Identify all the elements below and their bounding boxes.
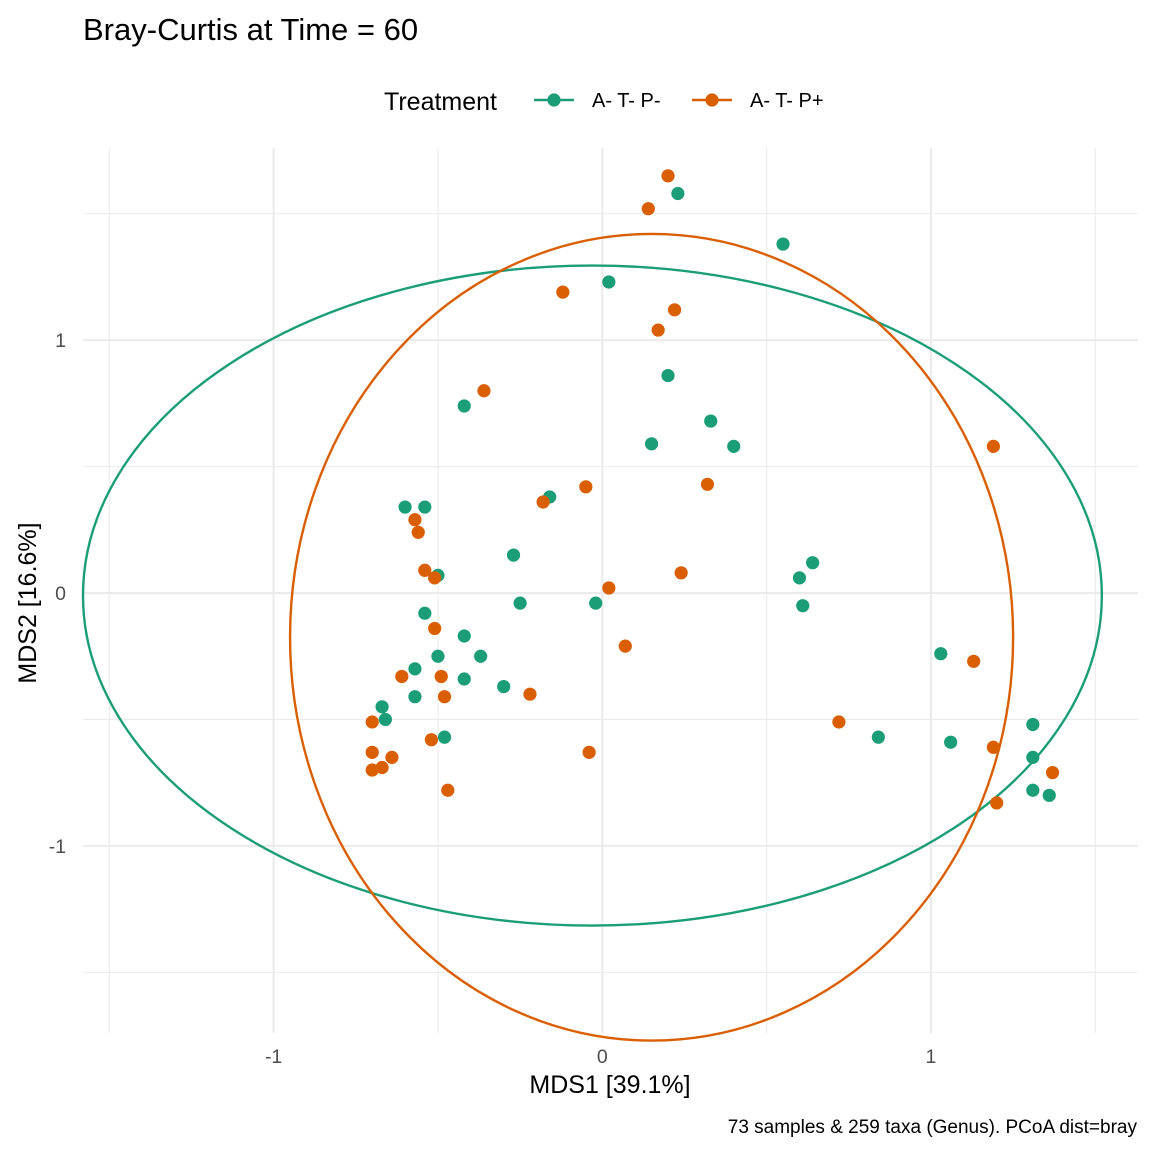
y-tick-label-0: -1 (49, 836, 66, 858)
y-tick-label-2: 1 (55, 330, 66, 352)
legend-keys: A- T- P- A- T- P+ (534, 90, 824, 112)
point-series-1-32 (986, 740, 1000, 754)
point-series-0-32 (1026, 717, 1040, 732)
ellipse-series-0 (81, 264, 1104, 927)
point-series-0-0 (671, 186, 685, 201)
point-series-1-31 (986, 439, 1000, 453)
point-series-1-20 (523, 687, 537, 701)
point-series-1-0 (661, 169, 675, 183)
x-axis-title: MDS1 [39.1%] (529, 1071, 690, 1099)
point-series-1-14 (674, 566, 688, 580)
point-series-0-9 (398, 500, 412, 514)
axis-ticks: -1 0 1 -1 0 1 (49, 330, 937, 1068)
point-series-1-4 (651, 323, 665, 337)
point-series-1-25 (385, 750, 399, 764)
chart-caption: 73 samples & 259 taxa (Genus). PCoA dist… (728, 1117, 1138, 1138)
point-series-1-12 (428, 571, 442, 585)
point-series-0-21 (497, 679, 511, 694)
x-tick-label-2: 1 (926, 1046, 937, 1068)
point-series-1-19 (437, 690, 452, 704)
point-series-0-26 (792, 571, 807, 585)
point-series-0-25 (437, 730, 452, 744)
point-series-1-22 (424, 733, 438, 747)
point-series-1-18 (434, 669, 448, 684)
point-series-0-27 (806, 556, 820, 570)
point-series-0-2 (602, 275, 616, 289)
point-series-1-24 (365, 745, 379, 759)
legend: Treatment A- T- P- A- T- P+ (384, 88, 824, 116)
x-tick-label-1: 0 (597, 1046, 608, 1068)
point-series-1-9 (408, 513, 422, 527)
point-series-1-26 (375, 760, 389, 775)
y-axis-title: MDS2 [16.6%] (14, 522, 42, 683)
point-series-0-12 (506, 548, 521, 562)
point-series-1-17 (395, 669, 409, 684)
point-series-0-6 (727, 439, 741, 453)
confidence-ellipses (81, 232, 1104, 1042)
point-series-1-15 (428, 621, 442, 636)
point-series-0-29 (934, 647, 948, 661)
legend-label-0: A- T- P- (592, 90, 661, 112)
point-series-0-33 (1026, 750, 1040, 764)
point-series-0-10 (418, 500, 432, 514)
point-series-1-3 (667, 303, 682, 317)
point-series-0-35 (1026, 783, 1040, 797)
point-series-0-4 (704, 414, 718, 428)
point-series-0-31 (944, 735, 958, 749)
ellipse-series-1 (288, 232, 1015, 1042)
point-series-1-8 (536, 495, 550, 509)
legend-entry-0: A- T- P- (534, 90, 661, 112)
legend-label-1: A- T- P+ (750, 90, 824, 112)
point-series-1-16 (618, 639, 632, 653)
point-series-1-34 (1045, 765, 1060, 780)
point-series-1-29 (832, 715, 846, 729)
point-series-0-13 (513, 596, 527, 610)
point-series-0-1 (776, 237, 790, 251)
point-series-1-21 (365, 715, 379, 729)
point-series-0-3 (661, 368, 675, 383)
point-series-1-11 (418, 563, 432, 577)
point-series-0-7 (457, 399, 471, 413)
point-series-0-23 (375, 700, 389, 714)
y-tick-label-1: 0 (55, 583, 66, 605)
chart-title: Bray-Curtis at Time = 60 (83, 12, 418, 47)
point-series-1-7 (700, 477, 715, 491)
point-series-0-22 (408, 690, 422, 704)
point-series-1-2 (556, 285, 570, 299)
point-series-1-33 (990, 796, 1004, 810)
legend-point-0 (547, 93, 561, 107)
point-series-1-5 (477, 384, 491, 398)
x-tick-label-0: -1 (265, 1046, 282, 1068)
point-series-0-20 (457, 672, 471, 686)
point-series-0-30 (871, 730, 885, 744)
data-points (365, 169, 1060, 810)
point-series-1-10 (411, 525, 425, 539)
point-series-0-24 (378, 712, 392, 727)
point-series-0-15 (418, 606, 432, 620)
point-series-0-19 (408, 662, 422, 676)
point-series-1-13 (602, 581, 616, 595)
point-series-0-17 (431, 649, 445, 663)
point-series-1-28 (441, 783, 455, 797)
legend-entry-1: A- T- P+ (692, 90, 824, 112)
point-series-1-1 (641, 202, 655, 216)
point-series-0-5 (644, 437, 659, 451)
point-series-0-14 (589, 596, 603, 610)
point-series-0-18 (474, 649, 488, 663)
point-series-0-34 (1042, 788, 1056, 802)
point-series-1-30 (967, 654, 981, 668)
point-series-1-27 (365, 763, 379, 777)
legend-point-1 (705, 93, 719, 107)
point-series-1-6 (579, 480, 593, 494)
legend-title: Treatment (384, 88, 497, 116)
point-series-0-16 (457, 629, 471, 643)
point-series-1-23 (582, 745, 596, 759)
point-series-0-28 (796, 599, 810, 613)
